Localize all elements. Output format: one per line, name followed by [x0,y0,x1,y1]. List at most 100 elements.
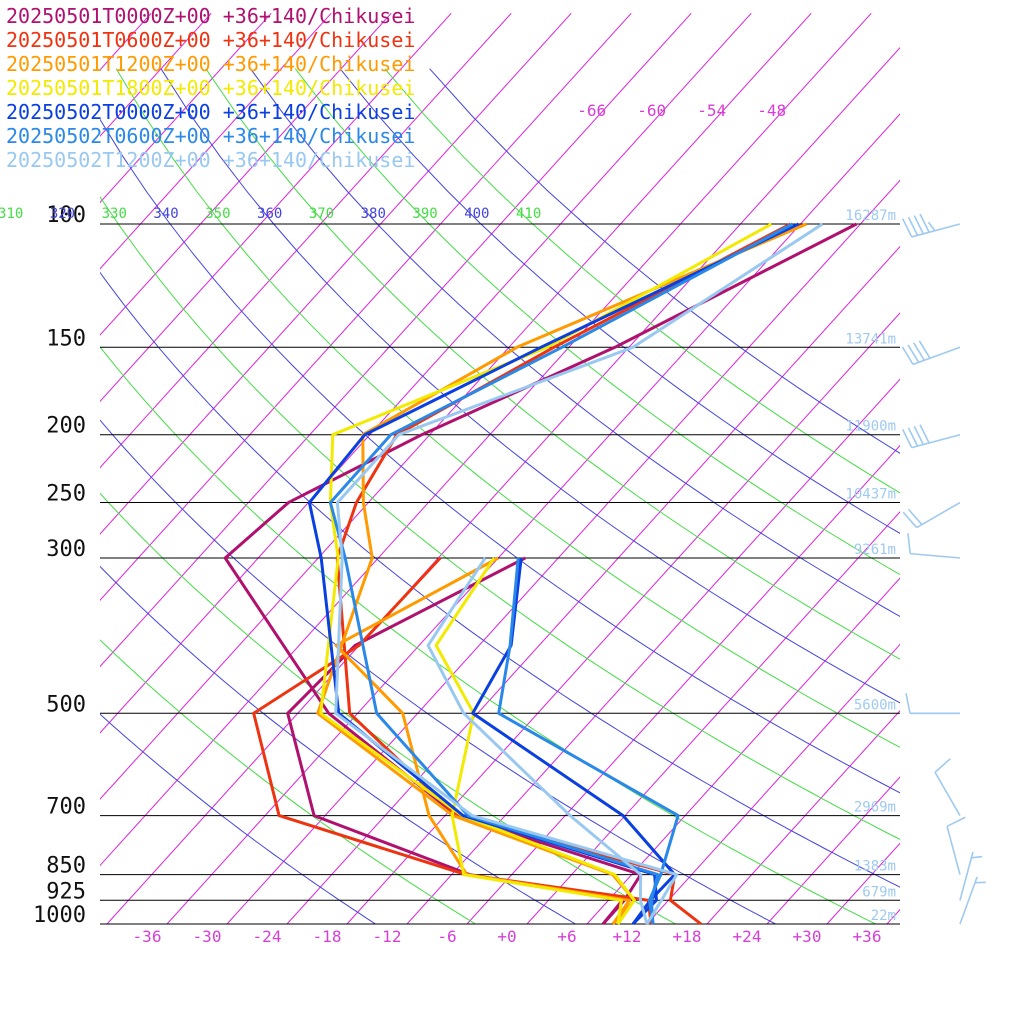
label-layer: 100 16287m 150 13741m 200 11900m 250 10437m 300 9… [0,101,896,946]
pressure-tick-label: 850 [46,854,86,879]
pressure-tick-label: 100 [46,203,86,228]
isotherm-line [826,842,900,925]
isotherm-line [646,643,900,925]
isotherm-top-label: -54 [697,101,726,120]
isotherm-line [286,245,900,925]
dry-adiabat-line [100,419,776,925]
theta-label: 330 [102,206,127,222]
wind-barb [946,816,966,875]
series-layer [223,222,858,925]
pressure-tick-label: 1000 [33,903,86,928]
pressure-tick-label: 300 [46,537,86,562]
pressure-tick-label: 925 [46,879,86,904]
dry-adiabat-line [100,196,900,841]
dewpoint-line [334,556,631,925]
temperature-tick-label: +24 [733,927,762,946]
isotherm-line [100,12,692,668]
dry-adiabat-line [100,713,376,925]
height-label: 13741m [845,331,896,347]
wind-barb [934,758,961,816]
isotherm-line [106,47,900,925]
dry-adiabat-line [100,565,576,925]
dewpoint-line [497,557,680,925]
isotherm-line [226,179,900,925]
pressure-tick-label: 700 [46,795,86,820]
wind-barb [959,876,986,925]
height-label: 22m [871,908,896,924]
legend-entry: 20250502T0000Z+00 +36+140/Chikusei [6,100,415,124]
wind-barb [901,340,961,366]
theta-label: 370 [309,206,334,222]
isotherm-line [100,12,812,800]
dewpoint-line [426,557,649,925]
wind-barb [959,851,983,901]
theta-label: 400 [464,206,489,222]
isotherm-top-label: -48 [757,101,786,120]
height-label: 5600m [854,697,896,713]
wind-barb [901,424,961,449]
temperature-line [334,222,824,925]
wind-barb [907,533,961,559]
theta-label: 390 [412,206,437,222]
temperature-tick-label: +12 [613,927,642,946]
isotherm-line [100,12,872,867]
temperature-tick-label: -6 [437,927,456,946]
isotherm-line [346,312,900,925]
theta-label: 380 [361,206,386,222]
wind-barb [905,693,960,715]
temperature-tick-label: +36 [853,927,882,946]
temperature-tick-label: -18 [313,927,342,946]
temperature-tick-label: +30 [793,927,822,946]
isotherm-line [100,12,272,204]
dry-adiabat-line [160,68,900,704]
height-label: 679m [862,884,896,900]
legend-entry: 20250502T1200Z+00 +36+140/Chikusei [6,148,415,172]
dry-adiabat-line [100,271,900,888]
legend-entry: 20250501T0000Z+00 +36+140/Chikusei [6,4,415,28]
isobar-layer [100,223,900,925]
dry-adiabat-line [339,68,900,534]
height-label: 1383m [854,859,896,875]
dry-adiabat-line [100,639,476,925]
temperature-tick-label: +18 [673,927,702,946]
pressure-tick-label: 250 [46,482,86,507]
temperature-tick-label: -36 [133,927,162,946]
isotherm-line [100,12,392,336]
dry-adiabat-line [429,68,900,454]
pressure-tick-label: 150 [46,326,86,351]
theta-label: 340 [153,206,178,222]
temperature-line [319,222,773,925]
isotherm-line [706,709,900,925]
theta-label: 360 [257,206,282,222]
theta-label: 410 [516,206,541,222]
isotherm-line [1007,13,1024,924]
dry-adiabat-line [384,68,900,494]
height-label: 11900m [845,419,896,435]
temperature-line [328,222,794,925]
dry-adiabat-line [294,68,900,576]
wind-barb [901,213,961,238]
theta-label: 310 [0,206,23,222]
legend-entry: 20250501T1800Z+00 +36+140/Chikusei [6,76,415,100]
isotherm-top-label: -60 [637,101,666,120]
dry-adiabat-line [250,68,900,618]
theta-label: 350 [205,206,230,222]
isotherm-line [947,13,1024,924]
isotherm-line [886,908,900,925]
dry-adiabat-line [205,68,900,660]
dewpoint-line [434,557,623,925]
legend: 20250501T0000Z+00 +36+140/Chikusei202505… [6,4,415,172]
wind-layer [901,213,986,925]
legend-entry: 20250502T0600Z+00 +36+140/Chikusei [6,124,415,148]
pressure-tick-label: 500 [46,692,86,717]
isotherm-line [526,511,900,925]
isotherm-line [100,12,452,403]
wind-barb [902,501,961,529]
legend-entry: 20250501T0600Z+00 +36+140/Chikusei [6,28,415,52]
temperature-tick-label: -30 [193,927,222,946]
dry-adiabat-line [100,346,876,925]
isotherm-line [100,12,332,270]
height-label: 16287m [845,208,896,224]
theta-label: 320 [50,206,75,222]
isotherm-top-label: -66 [577,101,606,120]
